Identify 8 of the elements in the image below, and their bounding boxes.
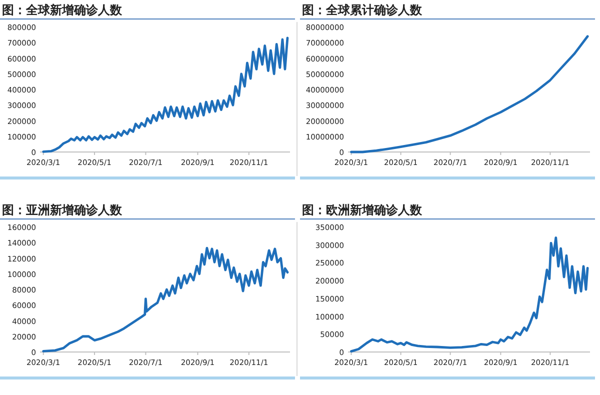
line-series	[42, 36, 289, 153]
chart-title: 图：亚洲新增确诊人数	[2, 203, 123, 217]
chart-title: 图：全球累计确诊人数	[302, 3, 423, 17]
chart-title: 图：全球新增确诊人数	[2, 3, 123, 17]
chart-title: 图：欧洲新增确诊人数	[302, 203, 423, 217]
line-series	[350, 35, 589, 154]
line-series	[350, 236, 589, 352]
line-series	[42, 246, 289, 352]
